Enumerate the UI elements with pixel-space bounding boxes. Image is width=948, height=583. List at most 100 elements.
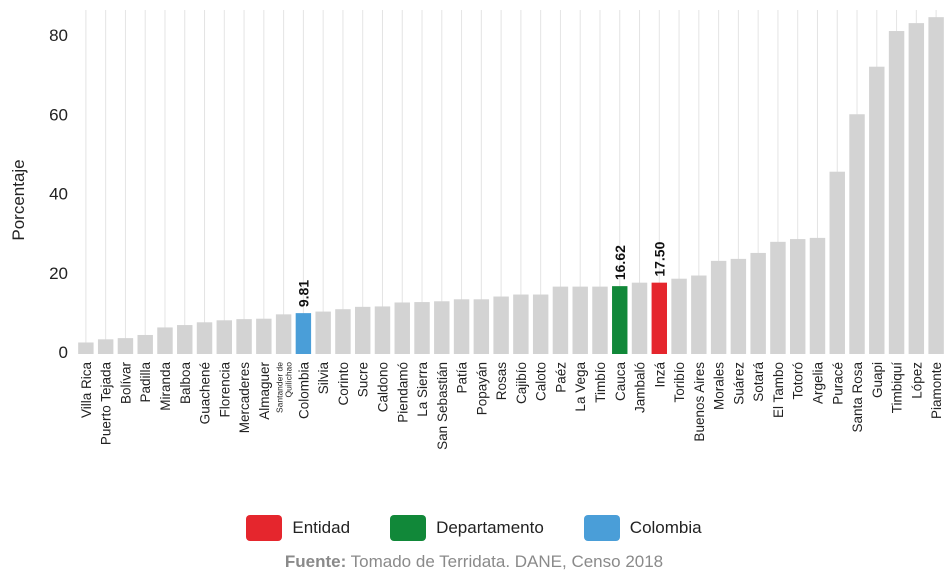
data-label: 9.81 xyxy=(295,280,311,307)
x-tick-label: Balboa xyxy=(178,362,193,405)
bar xyxy=(631,282,648,354)
bar xyxy=(829,171,845,354)
bar xyxy=(177,325,193,354)
bar xyxy=(710,260,727,354)
bar xyxy=(216,320,233,354)
x-tick-label: San Sebastián xyxy=(435,362,450,450)
data-label: 17.50 xyxy=(651,241,667,276)
bar xyxy=(295,313,312,354)
bar xyxy=(256,318,272,354)
bar xyxy=(473,299,490,354)
source-label: Fuente: xyxy=(284,552,347,571)
bar xyxy=(394,302,410,354)
x-tick-label: Morales xyxy=(712,362,727,410)
bar xyxy=(928,17,944,354)
bar xyxy=(117,338,134,354)
bar xyxy=(97,339,114,354)
legend-label: Colombia xyxy=(629,518,702,537)
bar xyxy=(414,302,430,354)
x-tick-label: Corinto xyxy=(336,362,351,406)
source-note: Fuente: Tomado de Terridata. DANE, Censo… xyxy=(0,552,948,572)
bar xyxy=(453,299,470,354)
bar xyxy=(354,306,371,354)
bar xyxy=(137,334,153,354)
legend-label: Departamento xyxy=(436,518,544,537)
bar xyxy=(157,327,173,354)
x-tick-label: Mercaderes xyxy=(237,362,252,434)
bar xyxy=(572,286,588,354)
x-tick-label: Cajibío xyxy=(514,362,529,404)
y-tick-label: 40 xyxy=(49,185,68,204)
x-tick-label: Silvia xyxy=(316,362,331,395)
x-tick-label: Buenos Aires xyxy=(692,362,707,442)
bar xyxy=(651,282,668,354)
x-tick-label: Guapi xyxy=(870,362,885,398)
x-tick-label: Inzá xyxy=(652,362,667,388)
y-tick-label: 80 xyxy=(49,26,68,45)
bar xyxy=(612,286,628,354)
bar xyxy=(869,66,885,354)
legend-label: Entidad xyxy=(292,518,351,537)
x-tick-label: Caloto xyxy=(534,362,549,401)
bar xyxy=(691,275,707,354)
legend-item: Entidad xyxy=(246,515,350,541)
x-tick-label: La Vega xyxy=(573,362,588,412)
bar xyxy=(888,31,905,354)
bar xyxy=(770,241,786,354)
y-tick-label: 0 xyxy=(59,343,68,362)
bar-chart: 0 20 40 60 80 Porcentaje Villa Rica Puerto Teja… xyxy=(9,10,944,450)
x-tick-label: Puerto Tejada xyxy=(99,362,114,446)
bar xyxy=(434,301,450,354)
bar xyxy=(335,309,351,354)
x-tick-label: Piamonte xyxy=(929,362,944,419)
x-tick-label: Florencia xyxy=(217,362,232,418)
bar xyxy=(275,314,292,354)
legend-item: Departamento xyxy=(390,515,544,541)
x-tick-label: Caldono xyxy=(375,362,390,412)
x-tick-label: Cauca xyxy=(613,362,628,402)
x-tick-label: Colombia xyxy=(296,362,311,420)
x-tick-label: Bolívar xyxy=(118,362,133,405)
x-tick-label: Timbío xyxy=(593,362,608,403)
source-text: Tomado de Terridata. DANE, Censo 2018 xyxy=(350,552,664,571)
x-tick-label: López xyxy=(909,362,924,399)
bar xyxy=(513,294,529,354)
x-tick-label: Argelia xyxy=(810,362,825,405)
bar xyxy=(78,342,94,354)
y-tick-label: 20 xyxy=(49,264,68,283)
x-tick-label: La Sierra xyxy=(415,362,430,417)
bar xyxy=(236,319,252,354)
legend-swatch xyxy=(246,515,283,541)
bar xyxy=(849,114,865,354)
bar xyxy=(552,286,569,354)
x-tick-label: Almaguer xyxy=(257,361,272,419)
x-tick-label: Popayán xyxy=(474,362,489,415)
x-tick-label: Piendamó xyxy=(395,362,410,423)
legend: Entidad Departamento Colombia xyxy=(0,512,948,544)
bar xyxy=(908,23,925,355)
x-tick-label: Toribío xyxy=(672,362,687,403)
data-label: 16.62 xyxy=(612,245,628,280)
bar xyxy=(592,286,608,354)
x-tick-label: Paéz xyxy=(553,362,568,393)
legend-swatch xyxy=(583,515,620,541)
bar xyxy=(809,237,826,354)
x-tick-label: Rosas xyxy=(494,362,509,401)
bar xyxy=(750,252,766,354)
x-tick-label: Villa Rica xyxy=(79,362,94,419)
y-axis-label: Porcentaje xyxy=(9,159,28,240)
x-tick-label: Padilla xyxy=(138,362,153,403)
x-tick-label: Santander deQuilichao xyxy=(275,362,294,413)
bar xyxy=(789,239,806,354)
x-tick-label: Sotará xyxy=(751,362,766,402)
x-tick-label: Timbiquí xyxy=(890,362,905,414)
bar xyxy=(374,306,391,354)
x-tick-label: Guachené xyxy=(198,362,213,424)
x-tick-label: Santa Rosa xyxy=(850,362,865,433)
x-tick-label: El Tambo xyxy=(771,362,786,418)
x-tick-label: Patía xyxy=(455,362,470,394)
bar xyxy=(493,296,509,354)
bar xyxy=(196,322,213,354)
y-tick-label: 60 xyxy=(49,105,68,124)
bar xyxy=(315,311,331,354)
